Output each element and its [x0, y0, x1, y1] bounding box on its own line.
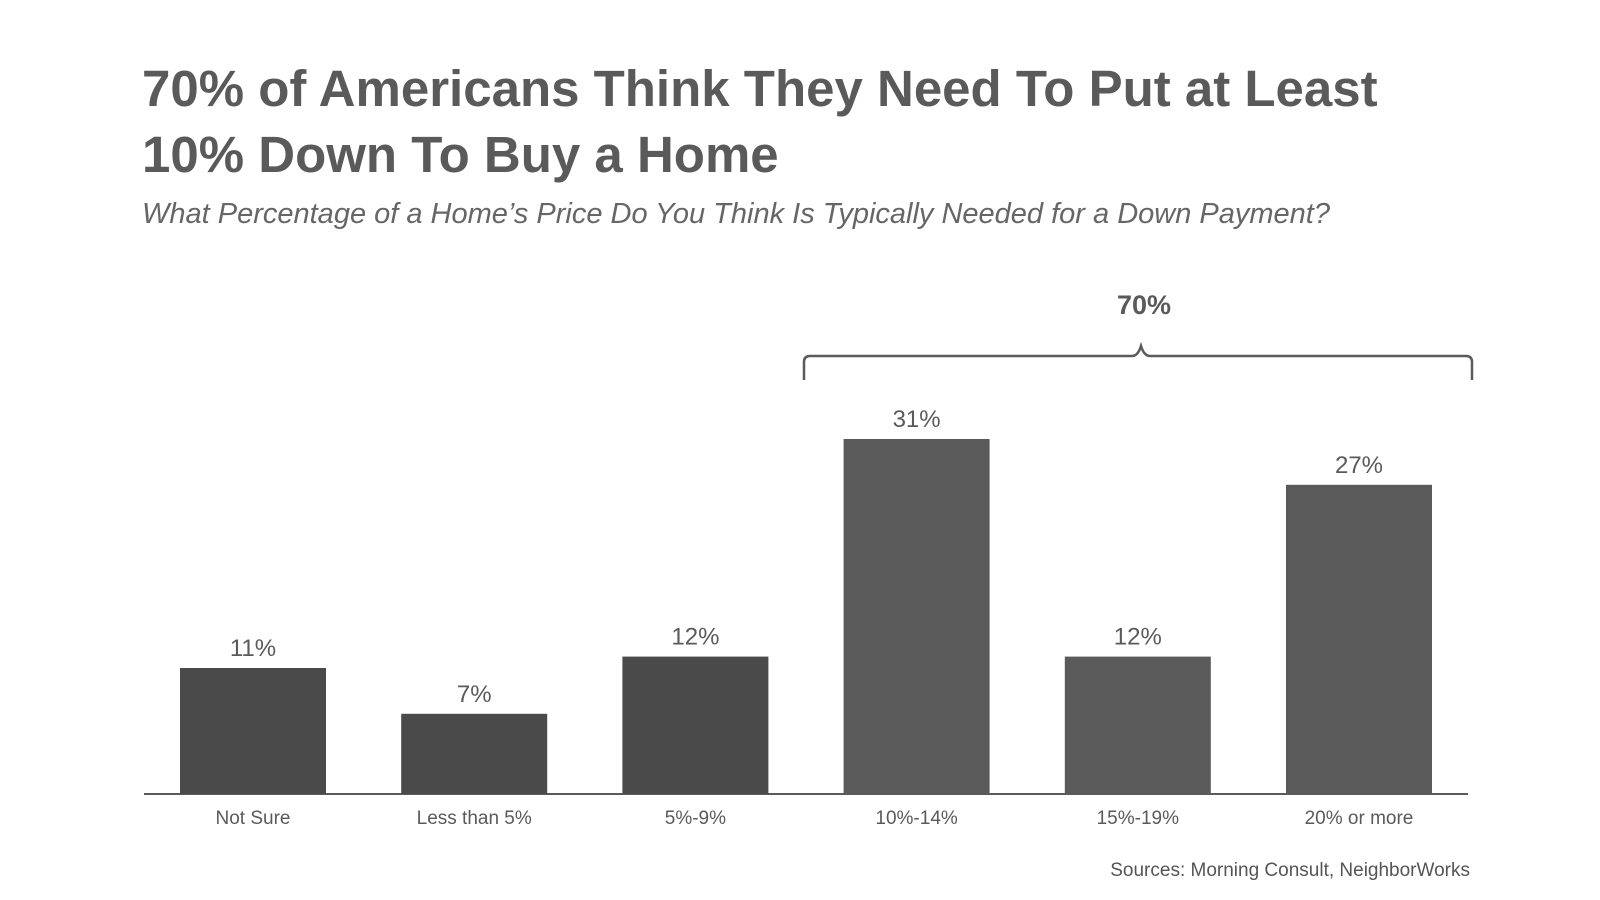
chart-subtitle: What Percentage of a Home’s Price Do You… — [142, 198, 1330, 230]
bar-5 — [1286, 484, 1432, 794]
group-bracket — [802, 341, 1474, 380]
bar-value-label-5: 27% — [1335, 452, 1383, 479]
bar-value-label-1: 7% — [457, 681, 492, 708]
bar-value-label-2: 12% — [671, 624, 719, 651]
bar-value-label-0: 11% — [230, 635, 276, 662]
chart-source: Sources: Morning Consult, NeighborWorks — [1110, 860, 1470, 881]
x-tick-label-3: 10%-14% — [875, 808, 957, 829]
bar-value-label-4: 12% — [1114, 624, 1162, 651]
bar-value-label-3: 31% — [893, 406, 941, 433]
bars-group: 11% Not Sure 7% Less than 5% 12% 5%-9% 31% 10%-… — [180, 406, 1432, 829]
bar-2 — [622, 656, 769, 794]
x-tick-label-5: 20% or more — [1305, 808, 1414, 829]
bar-4 — [1064, 656, 1211, 794]
bar-0 — [180, 668, 326, 794]
chart-title-line-2: 10% Down To Buy a Home — [142, 126, 779, 183]
x-tick-label-4: 15%-19% — [1097, 808, 1179, 829]
bar-3 — [843, 439, 990, 794]
x-tick-label-2: 5%-9% — [665, 808, 726, 829]
group-bracket-label: 70% — [1117, 290, 1171, 320]
x-tick-label-0: Not Sure — [216, 808, 291, 829]
bar-1 — [401, 713, 548, 794]
chart-title: 70% of Americans Think They Need To Put … — [142, 56, 1542, 188]
x-tick-label-1: Less than 5% — [417, 808, 532, 829]
chart-title-line-1: 70% of Americans Think They Need To Put … — [142, 60, 1378, 117]
